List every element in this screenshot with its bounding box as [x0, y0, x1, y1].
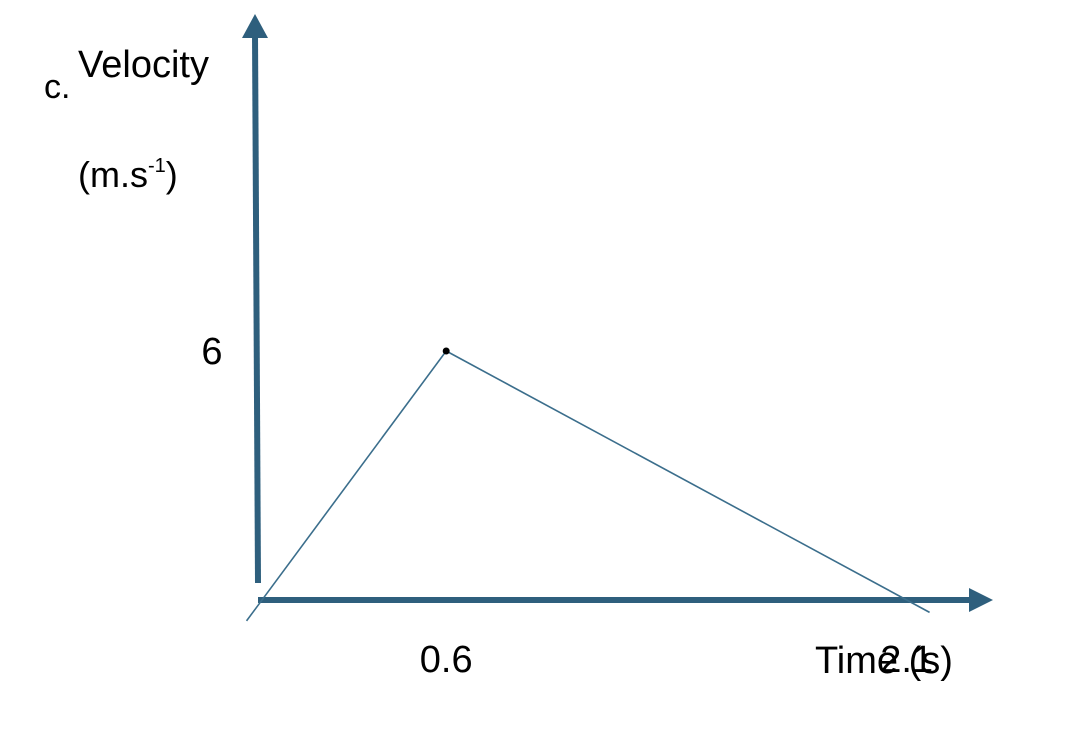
x-axis-arrowhead	[969, 588, 993, 612]
peak-point	[442, 347, 450, 355]
question-label: c.	[44, 68, 70, 106]
series-layer	[245, 347, 930, 622]
y-tick-label-1: 6	[201, 331, 222, 373]
velocity-segment-1	[245, 350, 447, 622]
y-axis-unit-superscript: -1	[148, 155, 166, 177]
x-axis-title: Time (s)	[815, 640, 953, 682]
velocity-segment-2	[445, 350, 930, 614]
x-tick-label-1: 0.6	[420, 639, 473, 681]
y-axis-title: Velocity	[78, 44, 209, 86]
tick-label-layer: 0.6 2.1 6	[201, 331, 933, 681]
x-tick-label-2: 2.1	[880, 639, 933, 681]
y-axis-arrowhead	[242, 14, 268, 38]
y-axis-unit-base: (m.s	[78, 154, 148, 195]
y-axis-unit-close: )	[166, 154, 178, 195]
y-axis	[252, 33, 261, 584]
y-axis-unit: (m.s-1)	[78, 154, 178, 195]
